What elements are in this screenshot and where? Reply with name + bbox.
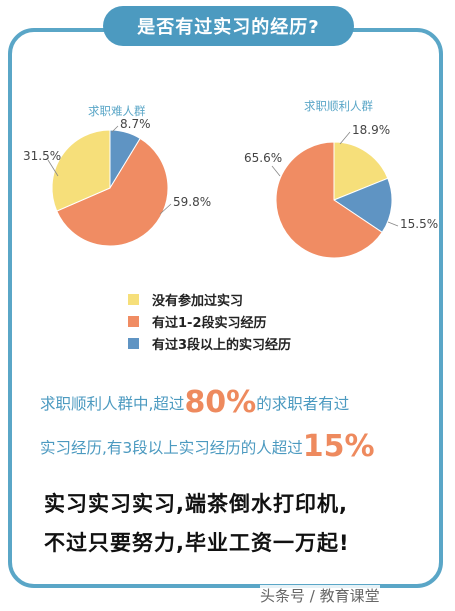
pie-charts: 8.7% 59.8% 31.5% 18.9% 15.5% 65.6% [23, 117, 438, 259]
legend-swatch-yellow [128, 293, 139, 305]
slice-percent-label: 8.7% [120, 117, 151, 131]
infographic-title: 是否有过实习的经历? [103, 6, 354, 46]
note-highlight-80: 80% [184, 385, 257, 420]
leader-line [387, 221, 399, 227]
note-text: 求职顺利人群中,超过 [40, 395, 185, 413]
leader-line [271, 165, 281, 177]
note-text: 实习经历,有3段以上实习经历的人超过 [40, 439, 303, 457]
note-line-1: 求职顺利人群中,超过80%的求职者有过 [40, 385, 349, 420]
pie-slice [275, 141, 383, 259]
slice-percent-label: 18.9% [352, 123, 390, 137]
legend-label: 没有参加过实习 [152, 293, 244, 309]
leader-line [339, 131, 351, 145]
pie-1-title: 求职难人群 [88, 104, 146, 118]
slogan-line-1: 实习实习实习,端茶倒水打印机, [44, 492, 348, 516]
legend-item-none: 没有参加过实习 [128, 288, 291, 310]
pie-chart-difficult [51, 129, 169, 247]
leader-line [47, 159, 59, 177]
pie-slice [56, 137, 169, 247]
slice-percent-label: 15.5% [400, 217, 438, 231]
legend-swatch-orange [128, 315, 139, 327]
pie-percent-labels: 8.7% 59.8% 31.5% 18.9% 15.5% 65.6% [23, 117, 438, 231]
watermark: 头条号 / 教育课堂 [260, 585, 380, 606]
legend-item-1-2: 有过1-2段实习经历 [128, 310, 291, 332]
slice-percent-label: 65.6% [244, 151, 282, 165]
pie-slice [332, 177, 393, 233]
leader-line [111, 125, 119, 133]
leader-line [159, 203, 172, 215]
pie-leader-lines [47, 125, 399, 227]
infographic-frame [8, 28, 443, 588]
pie-chart-smooth [275, 141, 393, 259]
note-text: 的求职者有过 [256, 395, 350, 413]
note-highlight-15: 15% [302, 429, 375, 464]
slice-percent-label: 59.8% [173, 195, 211, 209]
legend-label: 有过1-2段实习经历 [152, 315, 267, 331]
pie-slice [51, 129, 111, 212]
note-line-2: 实习经历,有3段以上实习经历的人超过15% [40, 429, 375, 464]
legend-item-3-plus: 有过3段以上的实习经历 [128, 332, 291, 354]
legend: 没有参加过实习 有过1-2段实习经历 有过3段以上的实习经历 [128, 288, 291, 354]
slice-percent-label: 31.5% [23, 149, 61, 163]
pie-slice [333, 141, 389, 201]
pie-2-title: 求职顺利人群 [304, 99, 373, 113]
slogan-line-2: 不过只要努力,毕业工资一万起! [44, 531, 350, 555]
legend-label: 有过3段以上的实习经历 [152, 337, 292, 353]
legend-swatch-blue [128, 337, 139, 349]
